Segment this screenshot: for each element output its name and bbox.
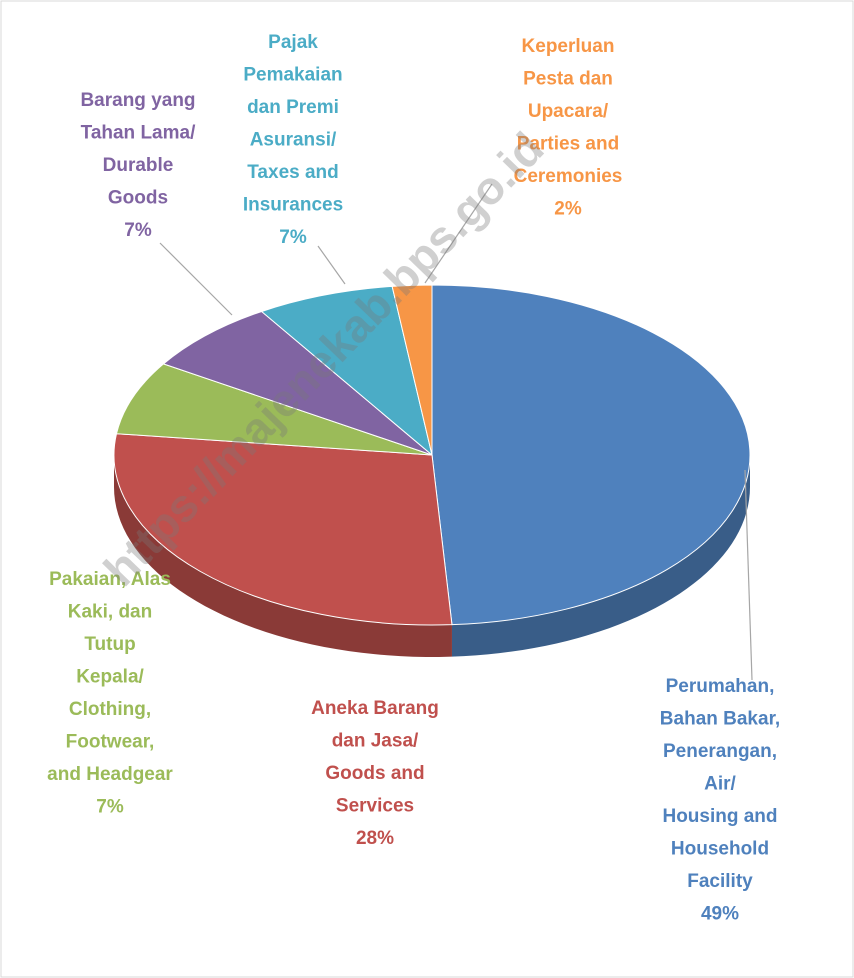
value-label: 7%	[279, 227, 307, 248]
category-label: Keperluan Pesta dan Upacara/Parties and Cer…	[514, 36, 623, 187]
slice	[431, 284, 751, 626]
category-label: Perumahan, Bahan Bakar, Penerangan, Air/Hou…	[660, 676, 780, 892]
category-label: Pajak Pemakaian dan Premi Asuransi/Taxes an…	[243, 32, 343, 216]
leader-line	[744, 469, 753, 681]
value-label: 7%	[124, 220, 152, 241]
category-label: Barang yang Tahan Lama/Durable Goods	[80, 90, 196, 209]
slice	[260, 285, 433, 457]
leader-line	[159, 242, 233, 316]
category-label: Pakaian, Alas Kaki, dan Tutup Kepala/Clothi…	[47, 569, 173, 785]
leader-line	[424, 183, 493, 284]
value-label: 28%	[356, 828, 394, 849]
value-label: 7%	[96, 797, 124, 818]
slice	[115, 363, 433, 456]
slice-side	[114, 455, 452, 657]
slice	[113, 433, 453, 626]
category-label: Aneka Barang dan Jasa/Goods and Services	[311, 698, 439, 817]
value-label: 2%	[554, 199, 582, 220]
leader-line	[317, 245, 346, 285]
slice	[162, 310, 433, 456]
value-label: 49%	[701, 904, 739, 925]
slice-side	[451, 455, 750, 657]
slice	[391, 284, 433, 456]
